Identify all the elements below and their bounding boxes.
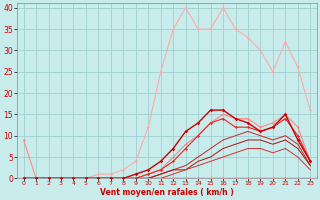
X-axis label: Vent moyen/en rafales ( km/h ): Vent moyen/en rafales ( km/h ) (100, 188, 234, 197)
